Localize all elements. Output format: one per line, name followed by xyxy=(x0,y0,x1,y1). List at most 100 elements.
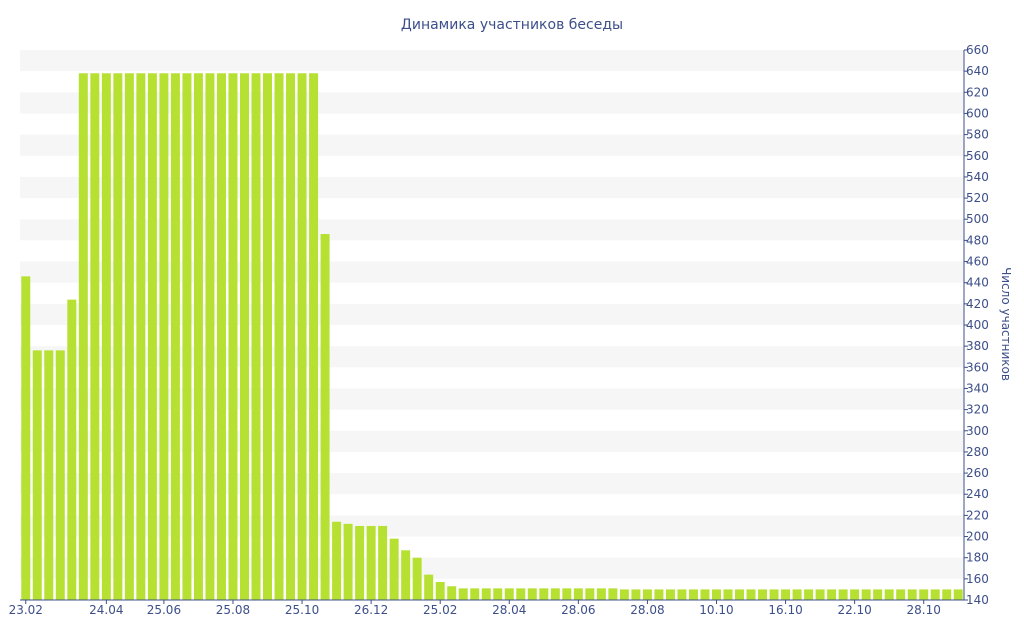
y-tick-label: 460 xyxy=(966,255,989,269)
bar xyxy=(355,525,365,600)
bar xyxy=(642,589,652,600)
x-tick-label: 22.10 xyxy=(837,603,871,617)
bar xyxy=(953,589,963,600)
bar xyxy=(332,521,342,600)
bar xyxy=(930,589,940,600)
bar xyxy=(389,538,399,600)
bar xyxy=(619,589,629,600)
y-tick-label: 600 xyxy=(966,106,989,120)
y-tick-label: 240 xyxy=(966,487,989,501)
y-tick-label: 540 xyxy=(966,170,989,184)
bar xyxy=(769,589,779,600)
bar xyxy=(366,525,376,600)
bar xyxy=(251,73,261,600)
bar xyxy=(631,589,641,600)
bar xyxy=(735,589,744,600)
bar xyxy=(424,574,434,600)
y-tick-label: 140 xyxy=(966,593,989,607)
bar xyxy=(919,589,929,600)
bar xyxy=(700,589,710,600)
bar xyxy=(654,589,664,600)
bar xyxy=(320,234,330,601)
bar xyxy=(562,588,572,600)
y-tick-label: 420 xyxy=(966,297,989,311)
bar xyxy=(78,73,88,600)
bar xyxy=(516,588,526,600)
chart-title: Динамика участников беседы xyxy=(401,17,623,33)
bar xyxy=(470,588,480,600)
bar xyxy=(182,73,192,600)
y-tick-label: 200 xyxy=(966,530,989,544)
y-tick-label: 620 xyxy=(966,85,989,99)
bar xyxy=(113,73,123,600)
bar xyxy=(90,73,100,600)
x-tick-label: 24.04 xyxy=(89,603,123,617)
bar xyxy=(861,589,871,600)
y-tick-label: 320 xyxy=(966,403,989,417)
bar xyxy=(343,523,353,600)
x-tick-label: 16.10 xyxy=(768,603,802,617)
bar xyxy=(136,73,146,600)
y-tick-label: 520 xyxy=(966,191,989,205)
y-axis: 140 160 180 200 220 240 260 280 300 320 340 360 380 4… xyxy=(963,43,989,607)
y-tick-label: 480 xyxy=(966,233,989,247)
bar xyxy=(32,350,42,600)
bar xyxy=(240,73,249,600)
bar xyxy=(573,588,583,600)
bar xyxy=(804,589,814,600)
bar xyxy=(124,73,134,600)
bar xyxy=(193,73,203,600)
bar xyxy=(550,588,560,600)
y-tick-label: 360 xyxy=(966,360,989,374)
bar xyxy=(263,73,272,600)
y-tick-label: 440 xyxy=(966,276,989,290)
bar xyxy=(205,73,215,600)
bar xyxy=(884,589,894,600)
bar xyxy=(159,73,169,600)
bar xyxy=(792,589,802,600)
x-axis: 23.02 24.04 25.06 25.08 25.10 26.12 25.02 28.04… xyxy=(9,599,964,617)
bar xyxy=(608,588,618,600)
y-tick-label: 340 xyxy=(966,381,989,395)
bar xyxy=(447,586,457,600)
bar xyxy=(309,73,319,600)
bar xyxy=(101,73,111,600)
bar xyxy=(758,589,768,600)
x-tick-label: 25.02 xyxy=(423,603,457,617)
bar xyxy=(539,588,549,600)
bar xyxy=(585,588,595,600)
bar xyxy=(378,525,388,600)
x-tick-label: 25.06 xyxy=(147,603,181,617)
bar xyxy=(274,73,284,600)
bar xyxy=(458,588,468,600)
bar xyxy=(44,350,54,600)
bar xyxy=(493,588,503,600)
bar xyxy=(942,589,952,600)
y-tick-label: 500 xyxy=(966,212,989,226)
y-tick-label: 580 xyxy=(966,128,989,142)
bar xyxy=(435,582,445,600)
bar xyxy=(527,588,537,600)
x-tick-label: 10.10 xyxy=(699,603,733,617)
bar xyxy=(665,589,675,600)
x-tick-label: 28.04 xyxy=(492,603,526,617)
bar xyxy=(170,73,180,600)
bar xyxy=(596,588,606,600)
bar xyxy=(896,589,906,600)
bar xyxy=(850,589,860,600)
y-tick-label: 180 xyxy=(966,551,989,565)
bar xyxy=(147,73,157,600)
bar xyxy=(412,557,422,600)
bar xyxy=(907,589,917,600)
x-tick-label: 25.10 xyxy=(285,603,319,617)
bar xyxy=(504,588,514,600)
bar xyxy=(481,588,491,600)
bar xyxy=(723,589,733,600)
bar xyxy=(21,276,31,600)
bar xyxy=(712,589,721,600)
bar xyxy=(781,589,791,600)
y-tick-label: 560 xyxy=(966,149,989,163)
x-tick-label: 28.08 xyxy=(630,603,664,617)
bar xyxy=(401,550,411,600)
bar xyxy=(827,589,837,600)
